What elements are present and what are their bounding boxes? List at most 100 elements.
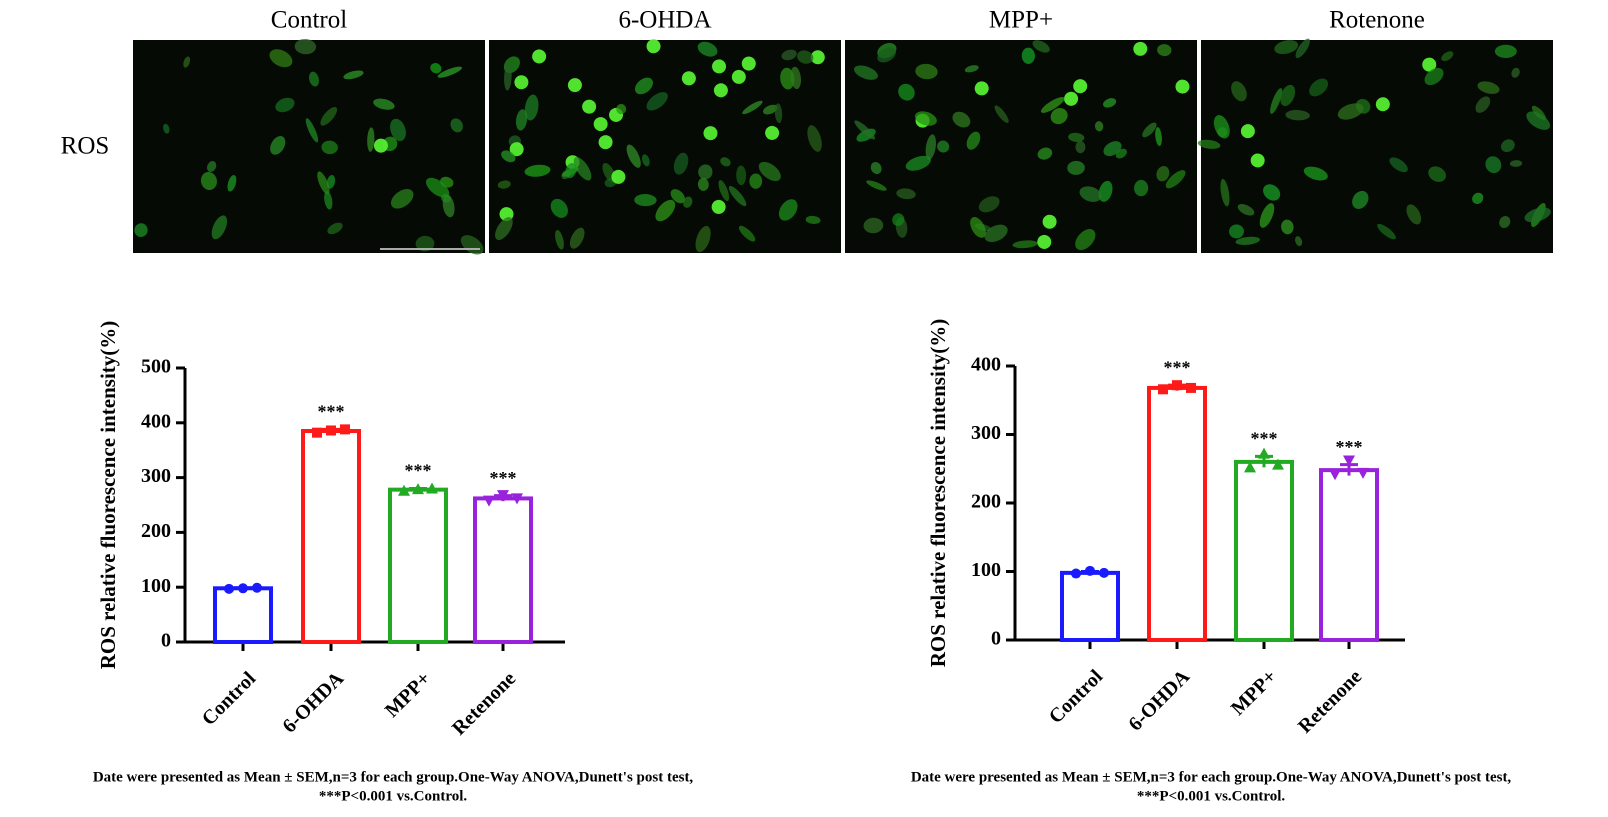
- cell: [698, 164, 713, 180]
- data-point: [483, 495, 495, 507]
- cell: [1524, 207, 1551, 223]
- cell: [966, 131, 981, 150]
- y-tick-label: 0: [161, 630, 171, 652]
- cell: [742, 100, 763, 115]
- cell: [442, 194, 455, 218]
- cell: [611, 169, 626, 184]
- x-tick-label: MPP+: [1227, 666, 1281, 720]
- significance: ***: [1164, 357, 1191, 377]
- cell: [497, 180, 511, 189]
- data-point: [1071, 568, 1081, 579]
- cell: [509, 142, 524, 157]
- cell: [504, 63, 512, 91]
- cell: [853, 65, 878, 80]
- cell: [200, 171, 217, 191]
- cell: [1040, 97, 1065, 113]
- cell: [343, 70, 364, 80]
- footnote: Date were presented as Mean ± SEM,n=3 fo…: [911, 769, 1512, 785]
- cell: [1406, 204, 1422, 225]
- data-point: [1343, 455, 1355, 467]
- significance: ***: [490, 468, 517, 488]
- x-tick-label: Retenone: [1294, 666, 1366, 738]
- cell: [598, 135, 613, 150]
- cell: [1042, 214, 1057, 229]
- x-tick-label: 6-OHDA: [1124, 665, 1194, 735]
- cell: [1240, 124, 1255, 139]
- data-point: [511, 493, 523, 505]
- cell: [774, 103, 783, 124]
- cell: [1499, 216, 1511, 229]
- cell: [713, 83, 728, 98]
- cell: [1263, 184, 1281, 201]
- cell: [863, 217, 884, 234]
- cell: [898, 83, 915, 101]
- cell: [937, 140, 950, 153]
- cell: [1309, 78, 1329, 97]
- cell: [626, 144, 641, 168]
- data-point: [1186, 382, 1196, 393]
- cell: [683, 196, 693, 208]
- cell: [1075, 140, 1086, 154]
- cell: [373, 138, 388, 153]
- cell: [1494, 44, 1517, 58]
- cell: [317, 171, 330, 195]
- cell: [1079, 186, 1102, 202]
- cell: [711, 199, 726, 214]
- cell: [524, 164, 551, 177]
- cell: [1500, 139, 1515, 153]
- cell: [896, 188, 916, 200]
- cell: [573, 157, 592, 181]
- cell: [763, 104, 778, 115]
- cell: [738, 225, 756, 242]
- cell: [736, 165, 747, 186]
- cell: [765, 125, 780, 140]
- cell: [810, 50, 825, 65]
- cell: [905, 155, 931, 171]
- cell: [1050, 107, 1068, 125]
- cell: [134, 223, 148, 238]
- data-point: [1272, 458, 1284, 470]
- cell: [1075, 229, 1096, 251]
- significance: ***: [405, 461, 432, 481]
- cell: [1235, 236, 1261, 245]
- data-point: [224, 583, 234, 594]
- cell: [720, 157, 731, 167]
- bar: [1060, 570, 1120, 642]
- cell: [515, 109, 528, 131]
- bar: [1234, 459, 1294, 642]
- cell: [390, 189, 414, 209]
- cell: [1032, 40, 1050, 53]
- cell: [805, 215, 821, 224]
- cell: [324, 191, 333, 210]
- cell: [974, 81, 989, 96]
- y-tick-label: 100: [971, 559, 1001, 581]
- footnote: ***P<0.001 vs.Control.: [1137, 788, 1286, 804]
- cell: [1094, 121, 1104, 132]
- cell: [501, 150, 516, 163]
- y-axis-label: ROS relative fluorescence intensity(%): [926, 319, 950, 668]
- cell: [227, 175, 237, 192]
- cell: [673, 152, 689, 175]
- cell: [866, 180, 887, 191]
- cell: [1295, 38, 1310, 59]
- cell: [1281, 219, 1294, 235]
- x-tick-label: Control: [1045, 665, 1108, 728]
- cell: [555, 230, 564, 250]
- cell: [1142, 122, 1157, 138]
- cell: [320, 106, 338, 126]
- cell: [877, 47, 896, 63]
- cell: [1156, 166, 1170, 182]
- cell: [269, 49, 293, 68]
- cell: [1037, 234, 1052, 249]
- cell: [1012, 240, 1038, 249]
- cell: [211, 215, 228, 240]
- cell: [731, 69, 746, 84]
- cell: [1155, 127, 1162, 147]
- y-tick-label: 300: [141, 465, 171, 487]
- x-tick-label: Control: [198, 667, 261, 730]
- cell: [1475, 96, 1491, 113]
- cell: [1115, 148, 1127, 159]
- cell: [1509, 160, 1523, 167]
